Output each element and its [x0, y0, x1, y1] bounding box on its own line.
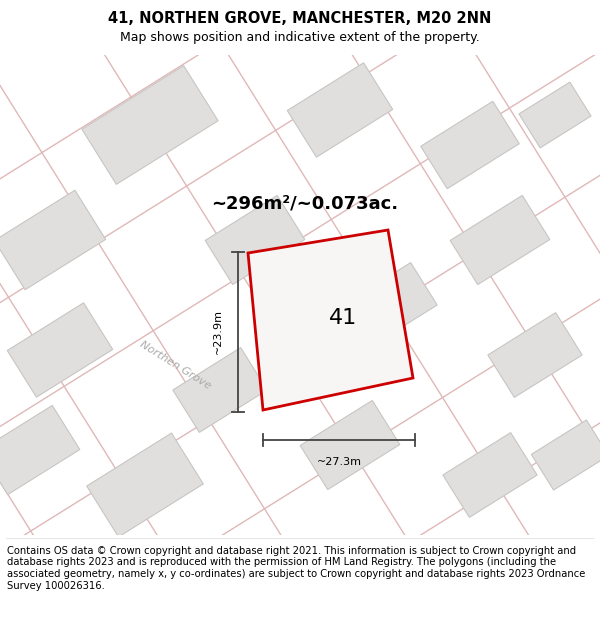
Polygon shape — [343, 262, 437, 348]
Polygon shape — [7, 303, 113, 397]
Polygon shape — [0, 406, 80, 494]
Text: ~296m²/~0.073ac.: ~296m²/~0.073ac. — [211, 194, 398, 212]
Polygon shape — [0, 190, 106, 290]
Polygon shape — [300, 401, 400, 489]
Polygon shape — [519, 82, 591, 148]
Text: ~27.3m: ~27.3m — [317, 457, 361, 467]
Text: 41, NORTHEN GROVE, MANCHESTER, M20 2NN: 41, NORTHEN GROVE, MANCHESTER, M20 2NN — [109, 11, 491, 26]
Polygon shape — [173, 348, 267, 432]
Text: Northen Grove: Northen Grove — [137, 339, 212, 391]
Polygon shape — [287, 63, 393, 157]
Text: 41: 41 — [329, 308, 357, 328]
Polygon shape — [450, 196, 550, 284]
Polygon shape — [532, 420, 600, 490]
Text: ~23.9m: ~23.9m — [213, 309, 223, 354]
Polygon shape — [82, 66, 218, 184]
Polygon shape — [248, 230, 413, 410]
Polygon shape — [87, 433, 203, 537]
Polygon shape — [421, 101, 519, 189]
Polygon shape — [443, 432, 537, 518]
Polygon shape — [488, 312, 582, 398]
Polygon shape — [205, 196, 305, 284]
Text: Northen Gro: Northen Gro — [265, 257, 321, 297]
Text: Contains OS data © Crown copyright and database right 2021. This information is : Contains OS data © Crown copyright and d… — [7, 546, 586, 591]
Text: Map shows position and indicative extent of the property.: Map shows position and indicative extent… — [120, 31, 480, 44]
